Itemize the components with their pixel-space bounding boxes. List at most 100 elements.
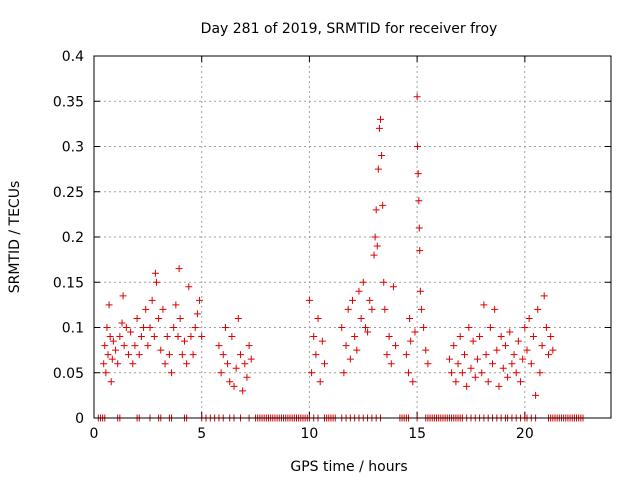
data-point — [416, 247, 424, 255]
data-point — [489, 360, 497, 368]
data-point — [407, 337, 415, 345]
data-point — [424, 360, 432, 368]
data-point — [422, 346, 430, 354]
data-point — [100, 360, 108, 368]
data-point — [133, 314, 141, 322]
data-point — [413, 93, 421, 101]
y-tick-label: 0.25 — [53, 185, 84, 201]
x-tick-label: 0 — [90, 426, 99, 442]
data-point — [224, 360, 232, 368]
data-point — [114, 360, 122, 368]
data-point — [346, 355, 354, 363]
data-point — [405, 369, 413, 377]
data-point — [131, 342, 139, 350]
data-point — [387, 360, 395, 368]
data-point — [157, 346, 165, 354]
data-point — [118, 319, 126, 327]
y-tick-label: 0.15 — [53, 275, 84, 291]
data-point — [493, 346, 501, 354]
data-point — [529, 333, 537, 341]
data-point — [196, 296, 204, 304]
data-point — [104, 351, 112, 359]
data-point — [221, 324, 229, 331]
data-point — [318, 337, 326, 345]
data-point — [378, 152, 386, 160]
data-point — [463, 382, 471, 390]
data-point — [519, 355, 527, 363]
data-point — [103, 324, 111, 331]
data-point — [107, 378, 115, 386]
data-point — [219, 351, 227, 359]
data-point — [226, 378, 234, 386]
y-axis-label: SRMTID / TECUs — [7, 181, 23, 294]
data-point — [150, 333, 158, 341]
data-point — [499, 364, 507, 372]
data-point — [359, 278, 367, 286]
data-point — [305, 296, 313, 304]
chart-title: Day 281 of 2019, SRMTID for receiver fro… — [201, 21, 498, 37]
data-point — [236, 351, 244, 359]
data-point — [480, 301, 488, 309]
data-point — [512, 369, 520, 377]
data-point — [122, 324, 130, 331]
data-point — [320, 360, 328, 368]
data-point — [159, 305, 167, 313]
data-point — [108, 355, 116, 363]
data-point — [170, 324, 178, 331]
data-point — [102, 369, 110, 377]
data-point — [372, 206, 380, 214]
data-point — [374, 165, 382, 173]
data-point — [234, 314, 242, 322]
data-points — [94, 93, 587, 422]
data-point — [465, 324, 473, 331]
data-point — [148, 296, 156, 304]
data-point — [316, 378, 324, 386]
data-point — [165, 351, 173, 359]
data-point — [247, 355, 255, 363]
data-point — [152, 278, 160, 286]
data-point — [491, 305, 499, 313]
data-point — [504, 373, 512, 381]
data-point — [112, 346, 120, 354]
data-point — [353, 346, 361, 354]
data-point — [547, 333, 555, 341]
plot-frame — [93, 55, 612, 419]
data-point — [523, 346, 531, 354]
data-point — [176, 314, 184, 322]
data-point — [458, 369, 466, 377]
data-point — [527, 360, 535, 368]
y-tick-label: 0.1 — [62, 321, 84, 337]
data-point — [415, 197, 423, 205]
y-tick-label: 0.3 — [62, 140, 84, 156]
data-point — [340, 369, 348, 377]
data-point — [245, 342, 253, 350]
data-point — [501, 342, 509, 350]
data-point — [373, 242, 381, 250]
data-point — [172, 301, 180, 309]
data-point — [155, 314, 163, 322]
data-point — [168, 369, 176, 377]
data-point — [461, 351, 469, 359]
data-point — [198, 333, 206, 341]
data-point — [545, 351, 553, 359]
data-point — [178, 351, 186, 359]
data-point — [370, 251, 378, 259]
y-tick-label: 0.2 — [62, 230, 84, 246]
data-point — [357, 314, 365, 322]
data-point — [514, 337, 522, 345]
y-tick-label: 0 — [75, 411, 84, 427]
data-point — [456, 333, 464, 341]
data-point — [232, 364, 240, 372]
data-point — [389, 283, 397, 291]
data-point — [146, 324, 154, 331]
data-point — [385, 333, 393, 341]
data-point — [187, 333, 195, 341]
data-point — [371, 233, 379, 241]
data-point — [189, 351, 197, 359]
y-tick-label: 0.05 — [53, 366, 84, 382]
data-point — [510, 351, 518, 359]
data-point — [193, 310, 201, 318]
data-point — [144, 342, 152, 350]
data-point — [381, 305, 389, 313]
data-point — [532, 391, 540, 399]
